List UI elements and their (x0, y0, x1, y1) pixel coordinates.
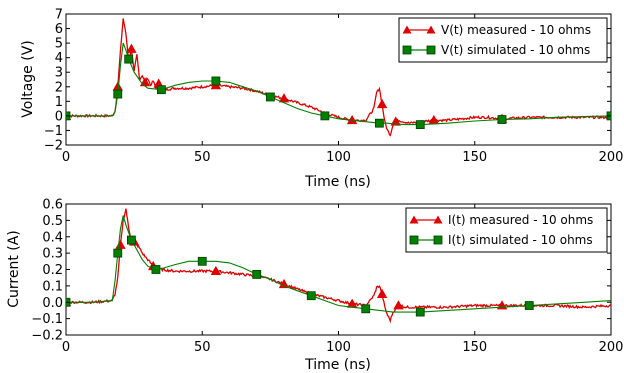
legend-label: I(t) simulated - 10 ohms (448, 233, 593, 247)
data-point-square (113, 248, 123, 258)
y-tick-label: 5 (55, 37, 63, 52)
legend-marker-triangle (402, 25, 412, 34)
y-tick-label: 0.3 (42, 247, 63, 262)
legend-box (398, 17, 608, 63)
data-point-square (415, 307, 425, 317)
y-tick-label: 7 (55, 8, 63, 23)
x-tick-label: 50 (194, 340, 211, 355)
legend-marker-square (409, 235, 419, 245)
legend-label: I(t) measured - 10 ohms (448, 213, 593, 227)
y-tick-label: 3 (55, 66, 63, 81)
legend-marker-triangle (433, 215, 443, 224)
data-point-square (415, 120, 425, 130)
y-tick-label: 4 (55, 51, 63, 66)
data-point-triangle (393, 300, 404, 310)
data-point-triangle (376, 288, 388, 298)
y-tick-label: 0.6 (42, 198, 63, 213)
y-tick-label: −0.2 (31, 329, 63, 344)
legend-box (405, 207, 608, 253)
y-tick-label: 0.0 (42, 296, 63, 311)
current-xlabel: Time (ns) (304, 357, 371, 373)
x-tick-label: 50 (194, 150, 211, 165)
data-point-square (374, 118, 384, 128)
data-point-square (156, 85, 166, 95)
y-tick-label: 2 (55, 80, 63, 95)
legend-marker-triangle (409, 215, 419, 224)
legend-marker-square (426, 45, 436, 55)
voltage-legend: V(t) measured - 10 ohms V(t) simulated - … (398, 17, 608, 63)
data-point-square (497, 115, 507, 124)
data-point-square (320, 111, 330, 121)
current-ylabel: Current (A) (6, 230, 22, 308)
voltage-ylabel: Voltage (V) (20, 40, 36, 117)
x-tick-label: 150 (462, 340, 487, 355)
voltage-xlabel: Time (ns) (304, 174, 371, 190)
y-tick-label: 0.5 (42, 214, 63, 229)
data-point-square (151, 265, 161, 274)
series-line (66, 215, 611, 313)
data-point-square (265, 92, 275, 102)
y-tick-label: −1 (44, 124, 63, 139)
y-tick-label: 6 (55, 22, 63, 37)
y-tick-label: 0.4 (42, 230, 63, 245)
x-tick-label: 100 (326, 340, 351, 355)
data-point-triangle (390, 116, 401, 126)
x-tick-label: 0 (62, 150, 70, 165)
legend-marker-square (402, 45, 412, 55)
y-tick-label: 0.1 (42, 279, 63, 294)
data-point-square (124, 54, 134, 64)
data-point-square (252, 270, 262, 279)
data-point-square (113, 89, 123, 99)
data-point-triangle (210, 265, 222, 276)
current-legend: I(t) measured - 10 ohms I(t) simulated - … (405, 207, 608, 253)
data-point-square (361, 304, 371, 314)
x-tick-label: 200 (599, 340, 624, 355)
data-point-square (127, 235, 136, 245)
legend-label: V(t) simulated - 10 ohms (441, 43, 590, 57)
data-point-triangle (278, 93, 290, 103)
data-point-square (524, 301, 534, 310)
data-point-square (306, 291, 316, 301)
y-tick-label: −2 (44, 139, 63, 154)
x-tick-label: 100 (326, 150, 351, 165)
data-point-triangle (278, 278, 290, 289)
legend-marker-triangle (426, 25, 436, 34)
y-tick-label: 0.2 (42, 263, 63, 278)
legend-label: V(t) measured - 10 ohms (441, 23, 591, 37)
x-tick-label: 150 (462, 150, 487, 165)
legend-marker-square (433, 235, 443, 245)
data-point-square (197, 256, 207, 266)
current-chart: 0 50 100 150 200 −0.2 −0.10.0 0.10.20.3 0.40.50.… (6, 198, 623, 373)
data-point-square (211, 76, 221, 86)
y-tick-label: 1 (55, 95, 63, 110)
x-tick-label: 0 (62, 340, 70, 355)
x-tick-label: 200 (599, 150, 624, 165)
data-point-triangle (126, 43, 137, 53)
data-point-triangle (376, 98, 388, 109)
y-tick-label: −0.1 (31, 312, 63, 327)
y-tick-label: 0 (55, 109, 63, 124)
